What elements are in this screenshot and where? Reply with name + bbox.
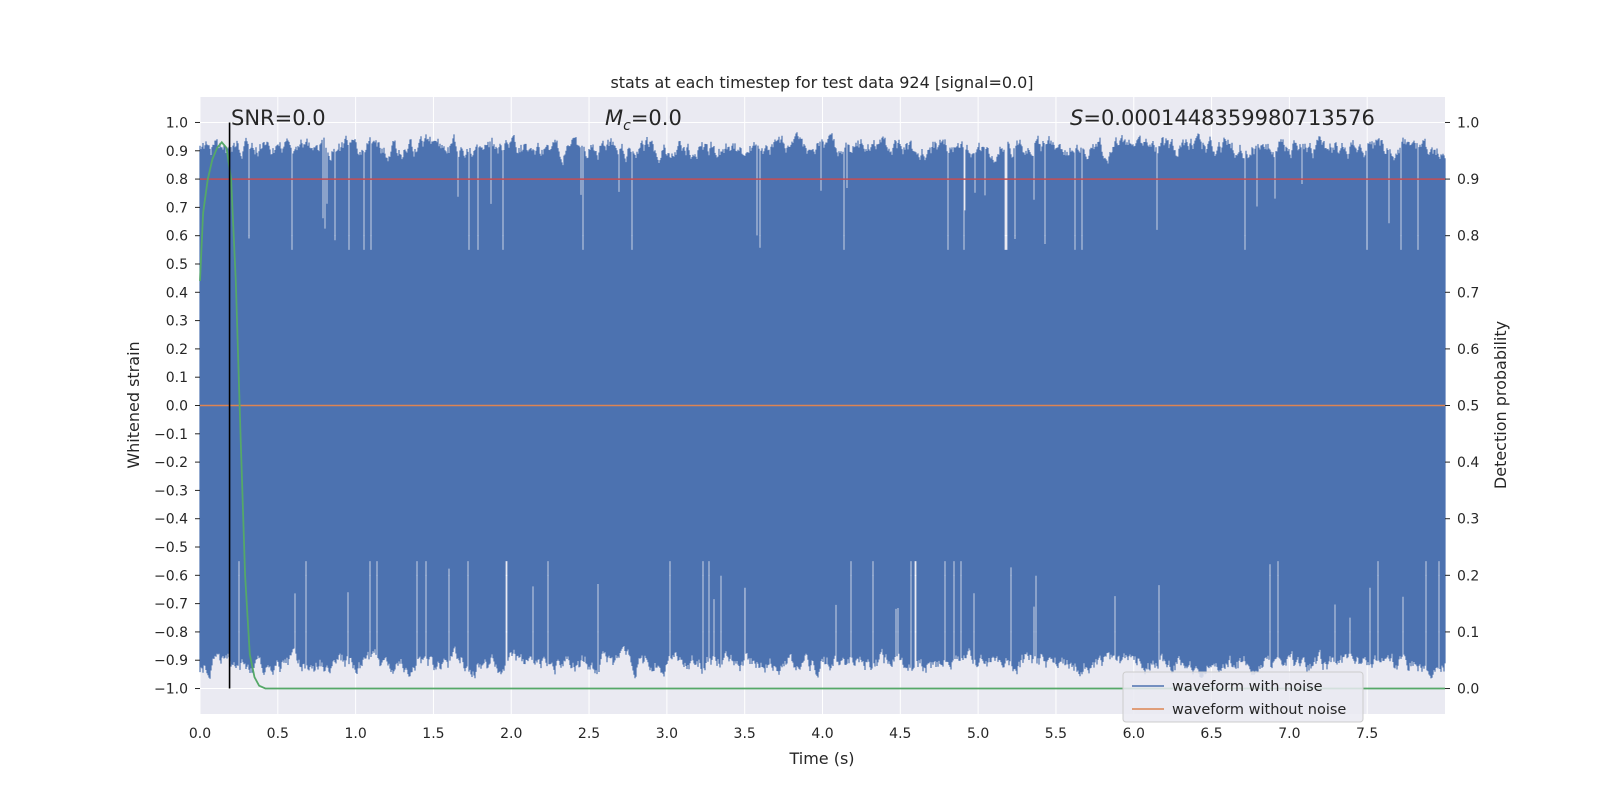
x-tick-label-0: 0.0 (189, 726, 211, 742)
chart-title: stats at each timestep for test data 924… (610, 73, 1033, 92)
y-tick-label-left-7: 0.3 (166, 314, 188, 330)
x-tick-label-5: 2.5 (578, 726, 600, 742)
y-tick-label-left-10: 0.0 (166, 399, 188, 415)
legend: waveform with noise waveform without noi… (1122, 671, 1364, 723)
annotation-s: S=0.0001448359980713576 (1070, 106, 1375, 130)
y-tick-label-right-8: 0.2 (1457, 568, 1479, 584)
x-axis-label: Time (s) (788, 749, 854, 768)
x-tick-label-7: 3.5 (734, 726, 756, 742)
x-tick-label-3: 1.5 (422, 726, 444, 742)
lines-layer (199, 122, 1445, 690)
y-tick-label-right-10: 0.0 (1457, 682, 1479, 698)
y-tick-label-right-3: 0.7 (1457, 285, 1479, 301)
y-tick-label-right-5: 0.5 (1457, 399, 1479, 415)
x-tick-label-12: 6.0 (1123, 726, 1145, 742)
s-value: =0.0001448359980713576 (1083, 106, 1375, 130)
y-tick-label-left-14: −0.4 (154, 512, 188, 528)
legend-label-noise: waveform with noise (1172, 679, 1323, 695)
y-tick-label-right-1: 0.9 (1457, 172, 1479, 188)
y-tick-label-left-0: 1.0 (166, 115, 188, 131)
y-tick-label-left-19: −0.9 (154, 653, 188, 669)
y-tick-label-left-13: −0.3 (154, 483, 188, 499)
y-tick-label-left-8: 0.2 (166, 342, 188, 358)
y-tick-label-left-18: −0.8 (154, 625, 188, 641)
chirp-mass-subscript: c (623, 118, 631, 134)
y-tick-label-right-6: 0.4 (1457, 455, 1479, 471)
y-tick-label-right-2: 0.8 (1457, 229, 1479, 245)
chirp-mass-value: =0.0 (631, 106, 682, 130)
y-tick-label-left-17: −0.7 (154, 597, 188, 613)
series-detection-probability (199, 140, 1445, 690)
x-tick-label-1: 0.5 (267, 726, 289, 742)
x-tick-label-14: 7.0 (1278, 726, 1300, 742)
y-axis-label-left: Whitened strain (124, 341, 143, 468)
y-tick-label-left-6: 0.4 (166, 285, 188, 301)
y-tick-label-right-4: 0.6 (1457, 342, 1479, 358)
x-tick-label-8: 4.0 (811, 726, 833, 742)
x-tick-label-10: 5.0 (967, 726, 989, 742)
y-tick-label-left-1: 0.9 (166, 144, 188, 160)
y-tick-label-left-3: 0.7 (166, 200, 188, 216)
annotation-chirp-mass: Mc=0.0 (605, 106, 682, 134)
y-tick-label-right-9: 0.1 (1457, 625, 1479, 641)
y-tick-label-left-11: −0.1 (154, 427, 188, 443)
s-symbol: S (1070, 106, 1083, 130)
y-tick-label-left-20: −1.0 (154, 682, 188, 698)
x-tick-label-9: 4.5 (889, 726, 911, 742)
x-tick-label-2: 1.0 (344, 726, 366, 742)
annotation-snr: SNR=0.0 (231, 106, 326, 130)
y-tick-label-left-16: −0.6 (154, 568, 188, 584)
y-tick-label-left-2: 0.8 (166, 172, 188, 188)
y-tick-label-left-15: −0.5 (154, 540, 188, 556)
y-tick-label-left-5: 0.5 (166, 257, 188, 273)
y-tick-label-right-7: 0.3 (1457, 512, 1479, 528)
chirp-mass-symbol: M (605, 106, 623, 130)
x-tick-label-4: 2.0 (500, 726, 522, 742)
x-tick-label-6: 3.0 (656, 726, 678, 742)
y-tick-label-left-4: 0.6 (166, 229, 188, 245)
y-axis-label-right: Detection probability (1491, 321, 1510, 489)
x-tick-label-11: 5.5 (1045, 726, 1067, 742)
y-tick-label-left-9: 0.1 (166, 370, 188, 386)
y-tick-label-right-0: 1.0 (1457, 115, 1479, 131)
noise-waveform (199, 132, 1446, 679)
legend-label-clean: waveform without noise (1172, 702, 1346, 718)
x-tick-label-13: 6.5 (1200, 726, 1222, 742)
x-tick-label-15: 7.5 (1356, 726, 1378, 742)
x-ticks: 0.0 0.5 1.0 1.5 2.0 2.5 3.0 3.5 4.0 4.5 5.0 5.5 6.0 6… (189, 726, 1378, 742)
y-tick-label-left-12: −0.2 (154, 455, 188, 471)
y-ticks-left: 1.0 0.9 0.8 0.7 0.6 0.5 0.4 0.3 0.2 0.1 0.0 −0.1 −0.… (154, 115, 200, 698)
legend-box (1122, 671, 1364, 723)
y-ticks-right: 1.0 0.9 0.8 0.7 0.6 0.5 0.4 0.3 0.2 0.1 0.0 (1445, 115, 1479, 698)
